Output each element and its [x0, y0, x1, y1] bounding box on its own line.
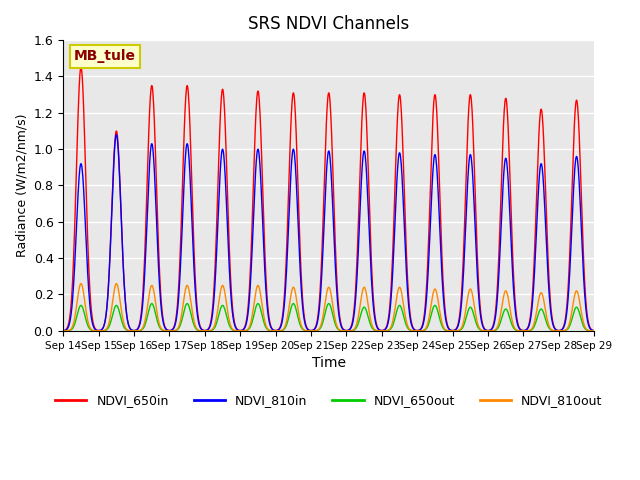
Legend: NDVI_650in, NDVI_810in, NDVI_650out, NDVI_810out: NDVI_650in, NDVI_810in, NDVI_650out, NDV… — [50, 389, 607, 412]
Y-axis label: Radiance (W/m2/nm/s): Radiance (W/m2/nm/s) — [15, 114, 28, 257]
Text: MB_tule: MB_tule — [74, 49, 136, 63]
X-axis label: Time: Time — [312, 356, 346, 370]
Title: SRS NDVI Channels: SRS NDVI Channels — [248, 15, 410, 33]
